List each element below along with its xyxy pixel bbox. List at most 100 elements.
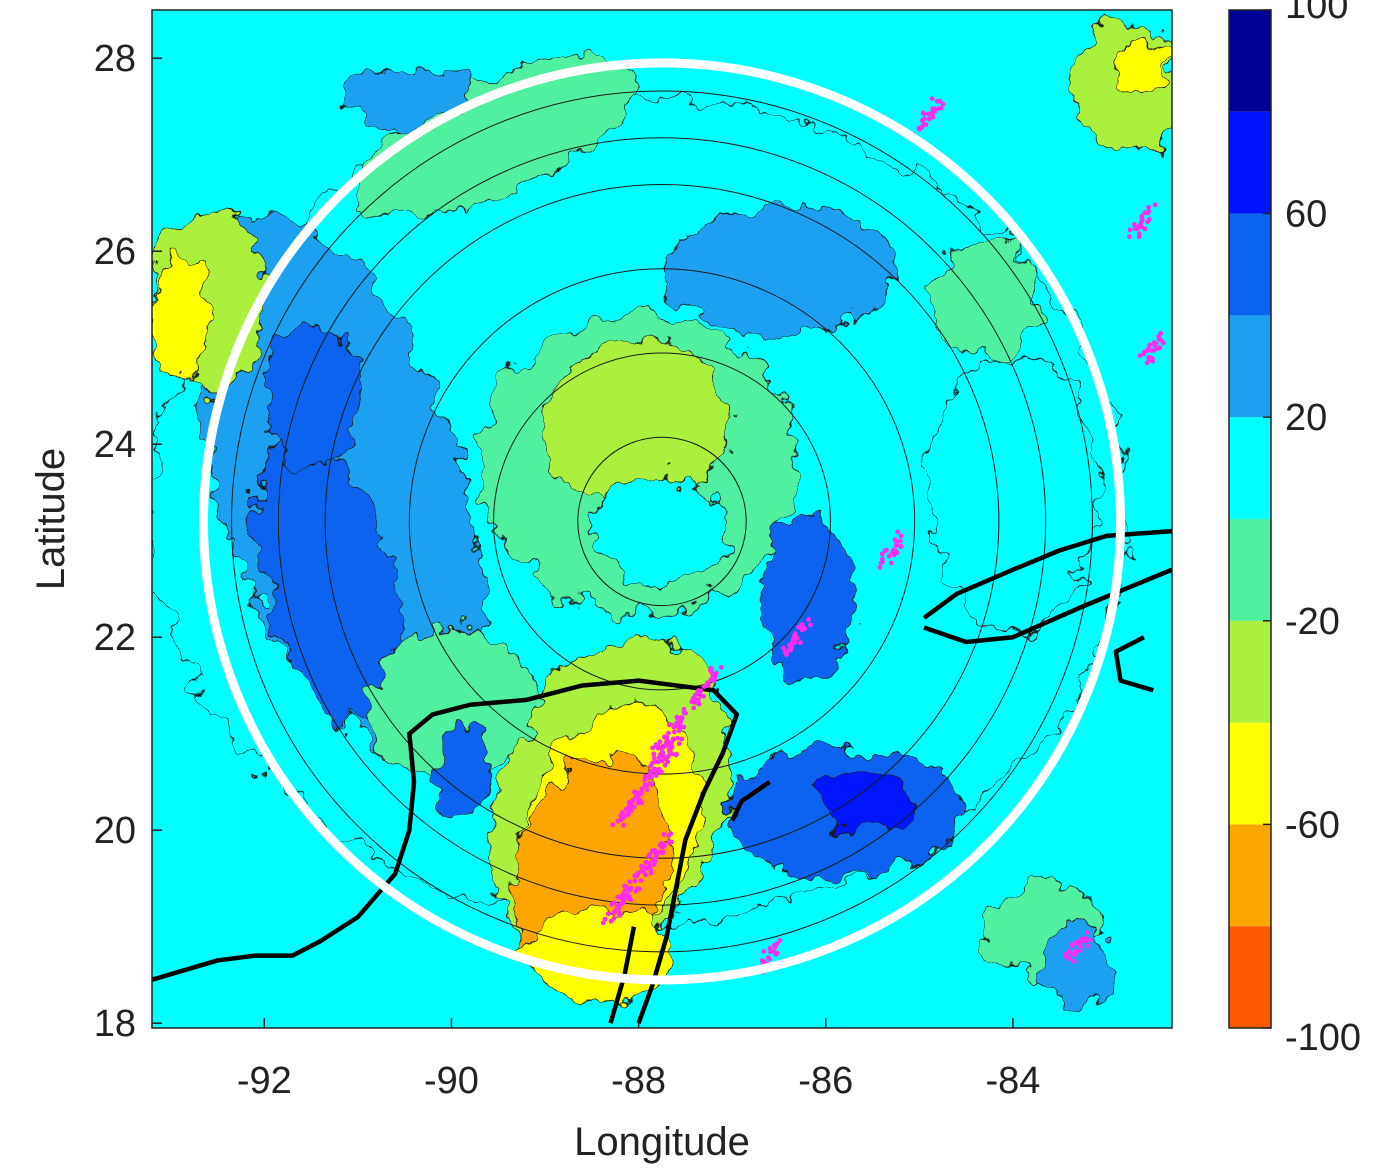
colorbar-frame — [1228, 9, 1272, 1029]
lightning-point — [602, 916, 608, 922]
lightning-point — [792, 631, 798, 637]
plot-area — [152, 10, 1172, 1028]
lightning-point — [690, 699, 696, 705]
lightning-point — [1073, 940, 1078, 946]
coastline-segment — [152, 678, 740, 1024]
lightning-point — [643, 783, 649, 789]
lightning-point — [667, 722, 672, 728]
lightning-point — [1072, 948, 1078, 954]
coastline-segment — [730, 780, 771, 822]
lightning-point — [652, 850, 658, 855]
lightning-point — [1137, 353, 1143, 359]
lightning-point — [636, 799, 642, 805]
lightning-point — [612, 900, 617, 905]
lightning-point — [666, 748, 672, 754]
lightning-point — [637, 886, 642, 892]
x-tick-label: -90 — [424, 1060, 479, 1102]
x-axis: -92 -90 -88 -86 -84 — [237, 1018, 1040, 1102]
lightning-point — [608, 918, 614, 924]
colorbar-segment — [1229, 10, 1271, 112]
lightning-point — [1145, 348, 1150, 353]
lightning-point — [671, 729, 677, 735]
y-axis-label: Latitude — [29, 448, 73, 590]
lightning-point — [650, 745, 656, 751]
lightning-point — [1088, 937, 1093, 943]
colorbar-segment — [1229, 213, 1271, 316]
lightning-point — [653, 759, 658, 764]
lightning-point — [623, 806, 629, 812]
lightning-point — [921, 111, 927, 117]
lightning-point — [898, 543, 904, 549]
lightning-point — [669, 744, 675, 750]
contour-field — [152, 21, 1172, 1004]
lightning-point — [1154, 346, 1160, 352]
lightning-point — [936, 105, 942, 111]
lightning-point — [638, 878, 644, 883]
colorbar: -100 -60 -20 20 60 100 — [1228, 0, 1361, 1059]
lightning-point — [774, 950, 780, 956]
lightning-point — [1139, 213, 1145, 219]
lightning-point — [897, 538, 903, 544]
lightning-point — [919, 118, 925, 124]
lightning-point — [673, 722, 679, 728]
contour-region — [359, 53, 637, 218]
lightning-point — [676, 728, 682, 734]
contour-region — [815, 772, 911, 830]
range-ring — [493, 352, 831, 691]
y-tick-label: 20 — [94, 810, 136, 852]
lightning-point — [644, 787, 650, 793]
lightning-point — [1069, 942, 1075, 948]
lightning-point — [632, 789, 637, 795]
lightning-point — [1127, 227, 1133, 233]
lightning-point — [610, 822, 616, 828]
lightning-point — [621, 890, 627, 895]
contour-region — [152, 252, 209, 385]
lightning-point — [1146, 205, 1151, 210]
range-ring — [324, 184, 1000, 859]
lightning-point — [665, 743, 671, 749]
lightning-point — [759, 958, 765, 963]
lightning-point — [791, 638, 797, 643]
lightning-point — [806, 617, 812, 622]
lightning-point — [643, 865, 649, 871]
lightning-point — [1152, 202, 1158, 208]
lightning-point — [600, 920, 606, 926]
contour-region — [666, 204, 892, 337]
x-tick-label: -92 — [237, 1060, 292, 1102]
colorbar-tick-label: 100 — [1285, 0, 1348, 27]
contour-region — [338, 68, 471, 126]
plot-frame — [151, 9, 1173, 1029]
lightning-point — [917, 127, 923, 132]
colorbar-tick-label: -60 — [1285, 804, 1340, 846]
colorbar-segment — [1229, 519, 1271, 621]
lightning-point — [629, 806, 635, 811]
lightning-point — [1083, 936, 1089, 942]
lightning-point — [777, 938, 783, 943]
lightning-point — [1136, 234, 1142, 240]
lightning-point — [661, 832, 667, 837]
lightning-point — [641, 869, 647, 875]
lightning-point — [690, 696, 696, 701]
colorbar-segment — [1229, 417, 1271, 519]
lightning-point — [1147, 342, 1153, 348]
lightning-point — [617, 910, 622, 916]
lightning-point — [787, 643, 792, 648]
lightning-point — [773, 944, 778, 950]
lightning-point — [1153, 341, 1159, 347]
lightning-point — [667, 839, 673, 845]
coastline-segment — [1113, 635, 1154, 693]
lightning-point — [676, 741, 682, 747]
lightning-point — [1158, 337, 1164, 343]
lightning-point — [1076, 941, 1082, 947]
lightning-point — [784, 652, 789, 658]
range-ring — [577, 436, 747, 607]
lightning-point — [635, 791, 641, 797]
lightning-point — [1145, 219, 1151, 225]
lightning-points — [600, 96, 1166, 975]
y-tick-label: 22 — [94, 617, 136, 659]
lightning-point — [658, 751, 664, 757]
lightning-point — [894, 542, 900, 548]
colorbar-segment — [1229, 111, 1271, 214]
contour-region — [432, 725, 490, 820]
